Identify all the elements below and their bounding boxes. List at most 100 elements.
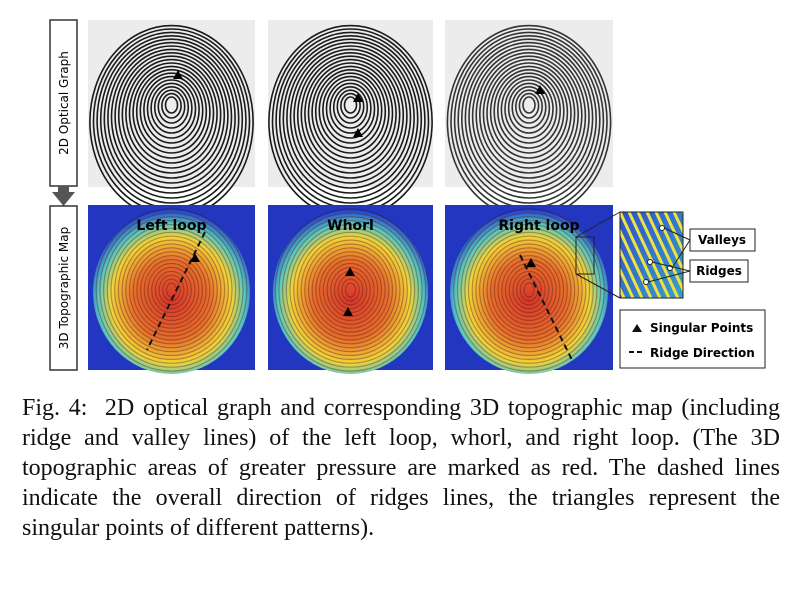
singular-point [190,253,200,262]
ridge [286,41,415,194]
ridge [153,86,190,129]
ridge [344,282,357,298]
inset-ridge [602,212,642,298]
ridge [341,278,360,302]
inset-ridge [692,212,732,298]
ridge [140,255,204,325]
singular-point [173,70,183,79]
inset-label: Valleys [698,233,746,247]
ridge [504,79,554,139]
ridge [497,255,561,325]
ridge [336,89,365,124]
ridge [307,62,394,164]
ridge [107,41,236,194]
ridge [322,75,379,144]
inset-ridge [611,212,651,298]
ridge [300,235,401,345]
ridge [319,255,383,325]
ridge [103,38,240,199]
ridge [289,45,412,189]
ridge-direction [146,231,206,351]
ridge [322,259,379,322]
ridge [490,247,568,333]
ridge [318,72,383,149]
ridge [162,278,181,302]
ridge [293,48,408,184]
ridge [143,259,200,322]
ridge [457,35,601,204]
singular-point [353,93,363,102]
pressure-area [272,210,429,374]
ridge [110,223,233,357]
ridge [114,48,229,184]
ridge [296,52,405,179]
ridge [507,82,551,134]
ridge [489,65,569,159]
ridge [147,262,196,318]
figure-graphic: 2D Optical Graph 3D Topographic Map Left… [49,19,766,374]
inset-ridge [683,212,723,298]
ridge [157,89,186,124]
ridge [475,52,583,179]
ridge [340,92,361,119]
pressure-area [450,210,608,374]
ridge [464,41,594,194]
ridge [482,239,576,341]
ridge [332,86,369,129]
ridge [117,231,226,349]
inset-connector [575,211,621,299]
ridge [307,243,394,337]
ridge [468,45,590,189]
ridge [486,243,572,337]
ridge [514,89,543,124]
inset-ridge [647,212,687,298]
ridge [456,212,602,368]
ridge [304,239,397,341]
legend [619,309,766,369]
inset-ridge [701,212,741,298]
ridge [511,86,547,129]
ridge [314,69,387,154]
ridge [508,266,550,314]
ridge [106,220,237,361]
row-label-box [49,205,78,371]
ridge [285,220,416,361]
ridge [161,92,182,119]
ridge [289,223,412,357]
ridge [329,82,372,134]
ridge [150,82,193,134]
ridge [471,48,587,184]
row-label: 2D Optical Graph [57,51,71,155]
ridge [282,38,419,199]
ridge [479,235,580,345]
ridge [464,220,594,361]
ridge [139,72,204,149]
ridge [125,239,218,341]
ridge [99,212,244,368]
pattern-label: Left loop [136,218,206,234]
ridge [95,208,248,372]
ridge [518,92,540,119]
ridge [151,266,192,314]
ridge [501,259,557,322]
label-box [689,228,756,252]
ridge [493,69,565,154]
inset-ridge [593,212,633,298]
ridge [296,231,405,349]
optical-image [268,20,433,187]
inset-ridge [656,212,696,298]
caption: Fig. 4: 2D optical graph and correspondi… [22,395,786,541]
ridge [278,212,423,368]
inset-label: Ridges [696,264,742,278]
singular-point [343,307,353,316]
ridge [496,72,561,149]
ridge [274,208,427,372]
ridge [486,62,572,164]
ridge [135,69,208,154]
ridge [519,278,539,302]
ridge [132,65,211,159]
ridge [343,96,358,114]
ridge [154,270,189,310]
ridge [325,79,376,139]
